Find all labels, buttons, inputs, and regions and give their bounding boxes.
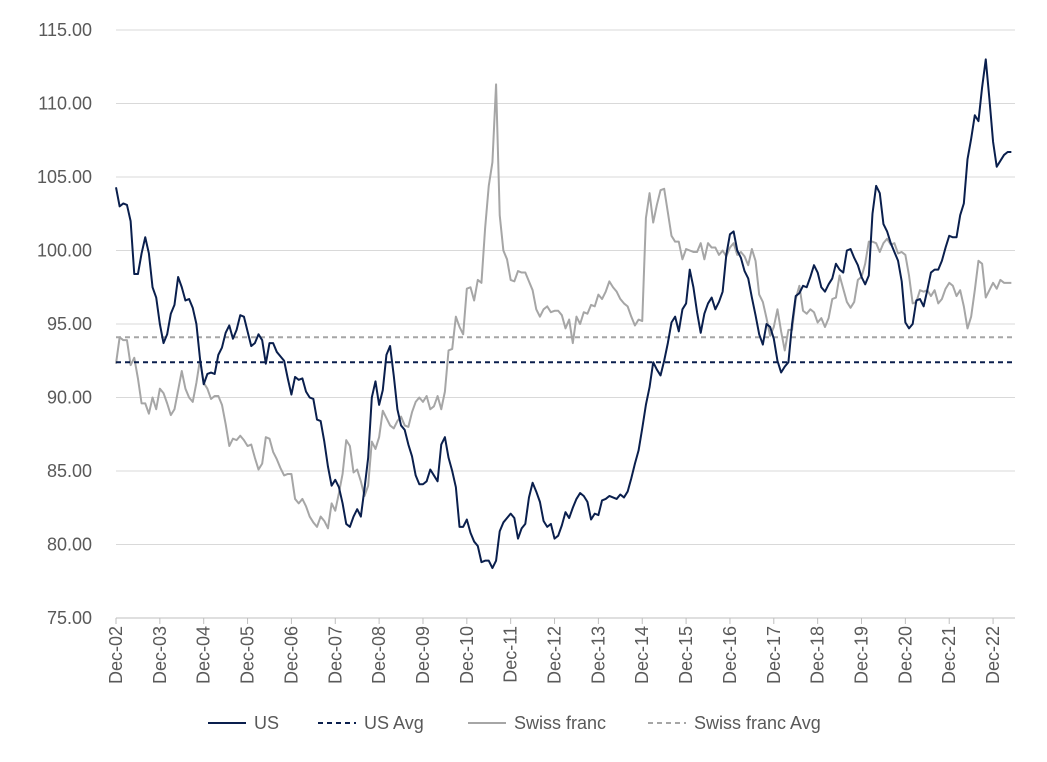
legend-label: US Avg [364,713,424,733]
legend: US US Avg Swiss franc Swiss franc Avg [208,713,821,733]
x-tick-label: Dec-04 [194,626,214,684]
x-tick-label: Dec-17 [764,626,784,684]
legend-label: US [254,713,279,733]
y-tick-label: 100.00 [37,241,92,261]
x-tick-label: Dec-21 [939,626,959,684]
x-tick-label: Dec-16 [720,626,740,684]
x-tick-label: Dec-09 [413,626,433,684]
x-tick-label: Dec-14 [632,626,652,684]
x-tick-label: Dec-13 [588,626,608,684]
gridlines [116,29,1015,619]
x-tick-label: Dec-20 [895,626,915,684]
legend-item-us-avg: US Avg [318,713,424,733]
y-tick-label: 85.00 [47,461,92,481]
x-tick-label: Dec-12 [545,626,565,684]
legend-item-swiss-franc: Swiss franc [468,713,606,733]
x-tick-label: Dec-22 [983,626,1003,684]
x-tick-label: Dec-03 [150,626,170,684]
x-tick-label: Dec-10 [457,626,477,684]
x-tick-label: Dec-11 [501,626,521,683]
series-layer [115,58,1015,570]
x-tick-label: Dec-05 [238,626,258,684]
y-tick-label: 110.00 [38,94,92,114]
y-tick-label: 75.00 [47,608,92,628]
legend-label: Swiss franc Avg [694,713,821,733]
y-tick-label: 95.00 [47,314,92,334]
y-axis: 75.00 80.00 85.00 90.00 95.00 100.00 105.00 110… [37,20,92,628]
y-tick-label: 90.00 [47,388,92,408]
x-tick-label: Dec-15 [676,626,696,684]
y-tick-label: 115.00 [38,20,92,40]
x-tick-label: Dec-19 [852,626,872,684]
x-tick-label: Dec-08 [369,626,389,684]
x-axis: Dec-02 Dec-03 Dec-04 Dec-05 Dec-06 Dec-07 Dec-… [106,617,1015,684]
x-tick-label: Dec-07 [325,626,345,684]
x-tick-label: Dec-06 [281,626,301,684]
legend-item-swiss-franc-avg: Swiss franc Avg [648,713,821,733]
legend-label: Swiss franc [514,713,606,733]
series-line-swiss-franc [115,83,1012,530]
x-tick-label: Dec-02 [106,626,126,684]
x-tick-label: Dec-18 [808,626,828,684]
series-line-us [115,58,1012,570]
y-tick-label: 80.00 [47,535,92,555]
legend-item-us: US [208,713,279,733]
y-tick-label: 105.00 [37,167,92,187]
